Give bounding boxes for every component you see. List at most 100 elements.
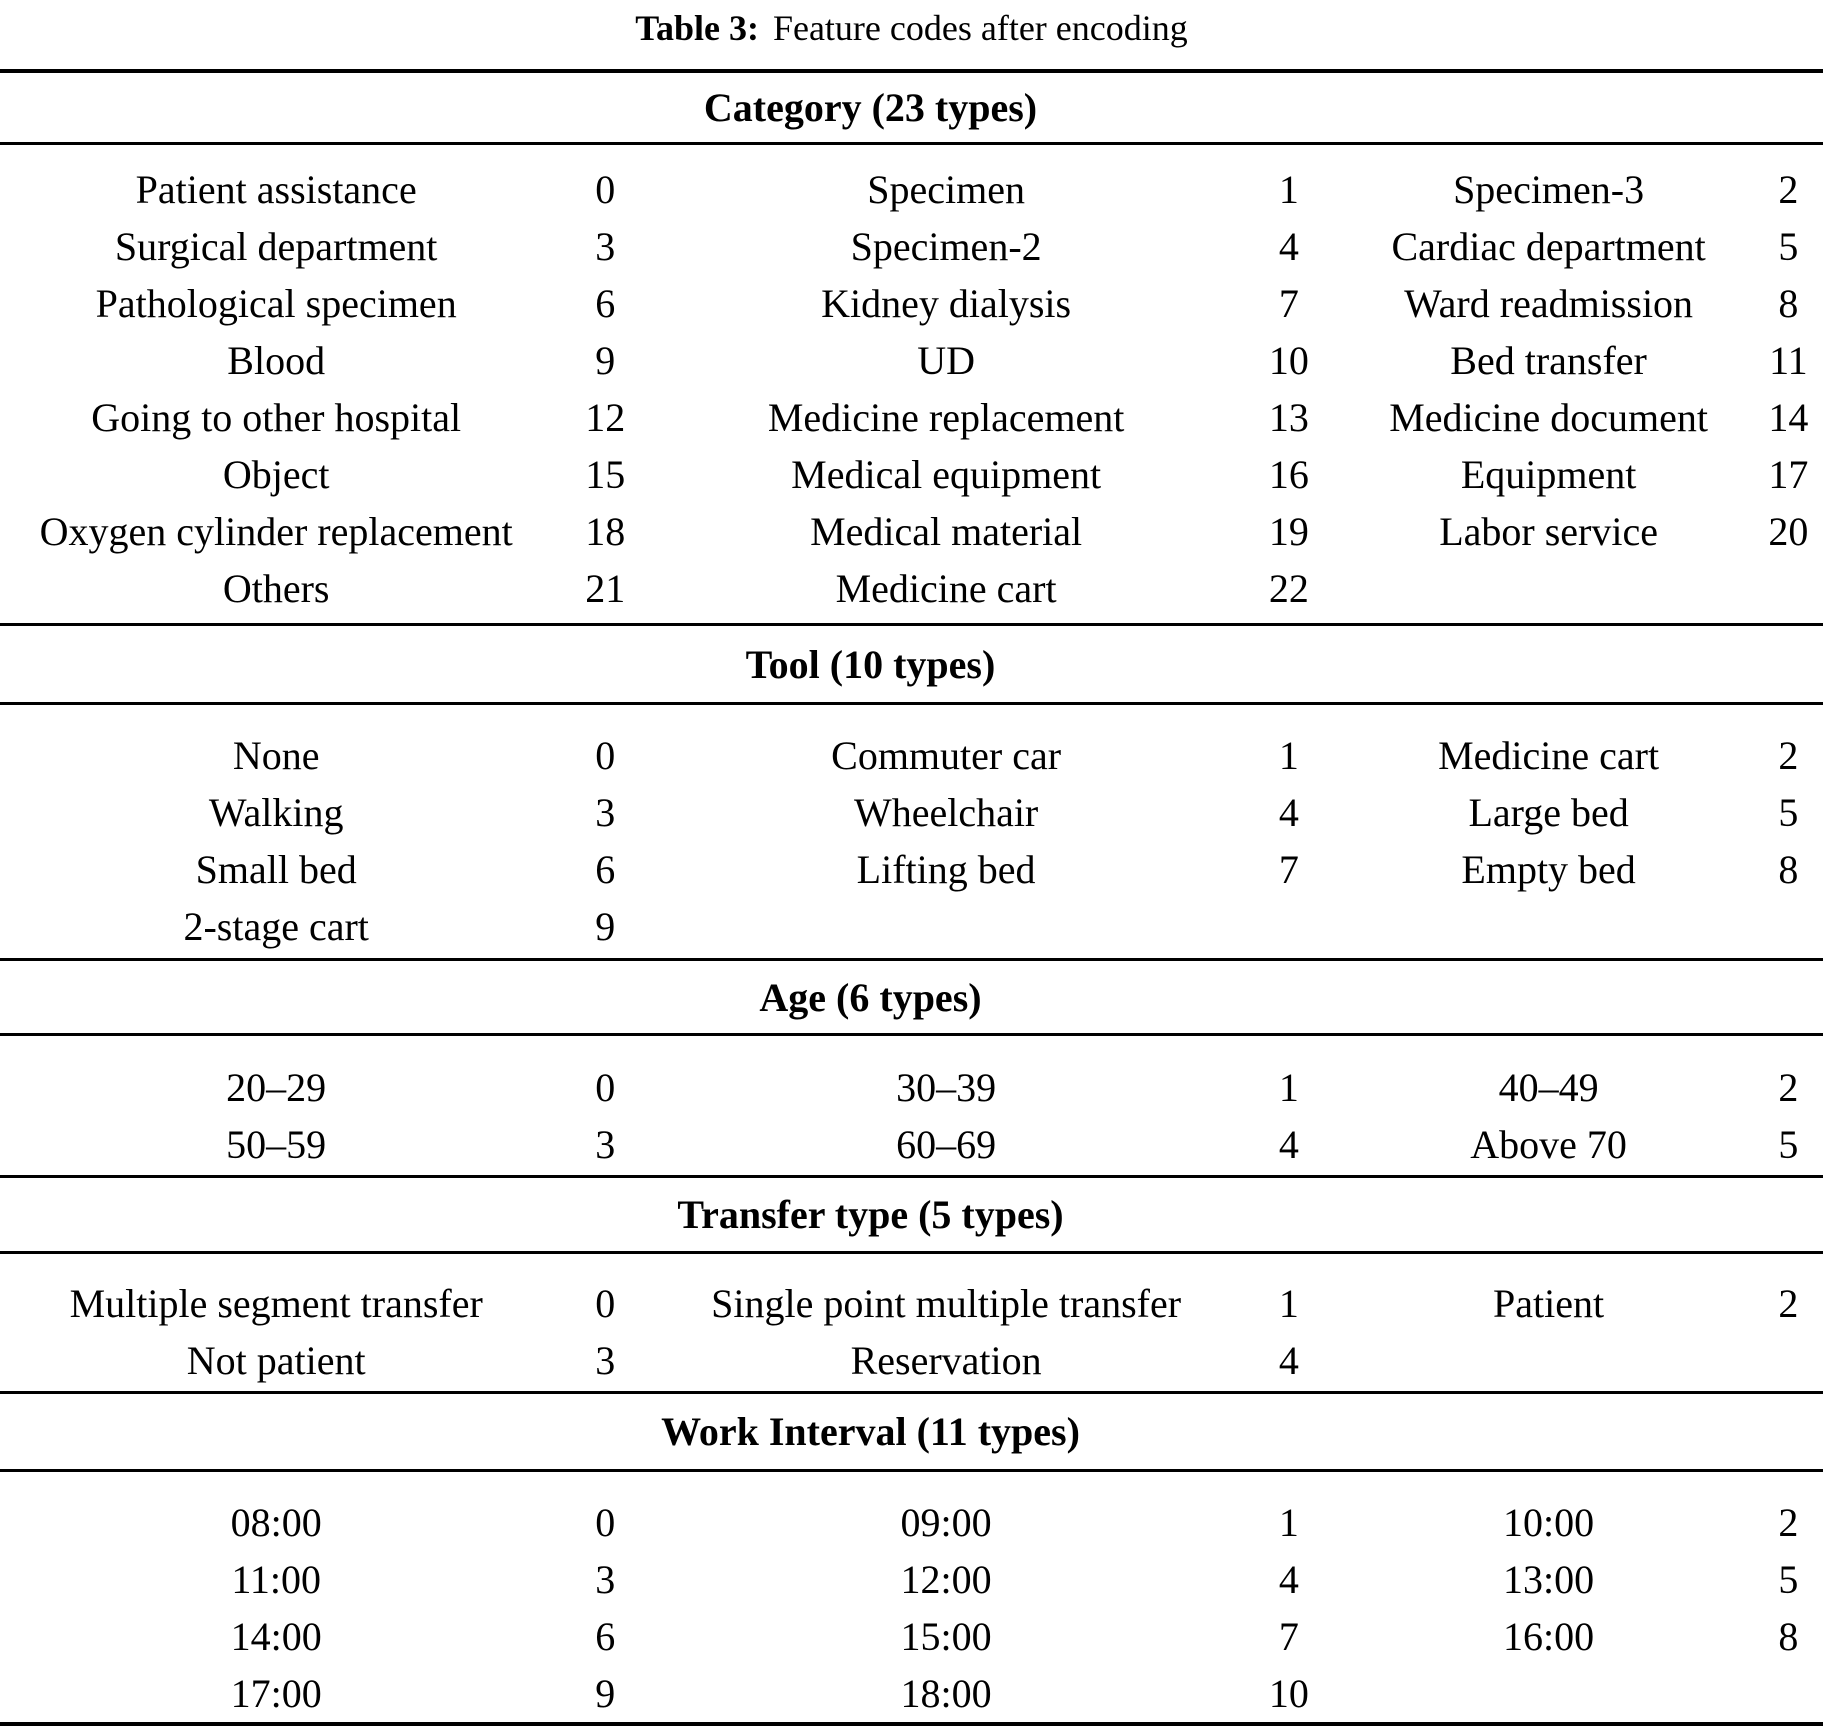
cell-code: 7 [1278, 1614, 1299, 1659]
table-caption-text: Feature codes after encoding [772, 7, 1188, 48]
cell-label: Medicine replacement [767, 395, 1125, 440]
cell-code: 1 [1278, 167, 1299, 212]
cell-label: 40–49 [1498, 1065, 1599, 1110]
cell-label: 12:00 [900, 1557, 992, 1602]
table-bottom-rule [0, 1722, 1823, 1726]
cell-label: Medicine cart [835, 566, 1057, 611]
cell-label: 17:00 [230, 1671, 322, 1716]
cell-code: 7 [1278, 281, 1299, 326]
cell-label: 2-stage cart [183, 904, 369, 949]
cell-label: Medicine document [1389, 395, 1708, 440]
cell-label: Kidney dialysis [821, 281, 1072, 326]
cell-label: 13:00 [1503, 1557, 1595, 1602]
section-header-work-interval: Work Interval (11 types) [0, 1394, 1823, 1469]
cell-code: 4 [1278, 224, 1299, 269]
cell-label: Medical equipment [791, 452, 1102, 497]
cell-code: 9 [595, 1671, 616, 1716]
section-rule [0, 142, 1823, 145]
cell-code: 19 [1268, 509, 1309, 554]
table-row: Small bed 6 Lifting bed 7 Empty bed 8 [0, 841, 1823, 898]
cell-label: Medicine cart [1438, 733, 1660, 778]
cell-code: 9 [595, 338, 616, 383]
table-row: 14:00 6 15:00 7 16:00 8 [0, 1608, 1823, 1665]
table-row: 20–29 0 30–39 1 40–49 2 [0, 1059, 1823, 1116]
cell-code: 5 [1778, 1557, 1799, 1602]
cell-label: Reservation [850, 1338, 1042, 1383]
cell-label: Equipment [1460, 452, 1637, 497]
cell-label: Others [222, 566, 330, 611]
cell-label: Patient assistance [135, 167, 417, 212]
cell-code: 0 [595, 733, 616, 778]
section-header-age: Age (6 types) [0, 961, 1823, 1033]
cell-label: Commuter car [831, 733, 1062, 778]
cell-label: 08:00 [230, 1500, 322, 1545]
section-header-category: Category (23 types) [0, 73, 1823, 142]
cell-label: 16:00 [1503, 1614, 1595, 1659]
cell-code: 20 [1768, 509, 1809, 554]
cell-code: 1 [1278, 1065, 1299, 1110]
cell-label: Wheelchair [853, 790, 1039, 835]
cell-code: 9 [595, 904, 616, 949]
table-row: 17:00 9 18:00 10 [0, 1665, 1823, 1722]
cell-label: Multiple segment transfer [69, 1281, 483, 1326]
cell-label: 15:00 [900, 1614, 992, 1659]
cell-label: 50–59 [226, 1122, 327, 1167]
cell-label: 60–69 [896, 1122, 997, 1167]
cell-code: 4 [1278, 1122, 1299, 1167]
cell-code: 6 [595, 847, 616, 892]
cell-code: 16 [1268, 452, 1309, 497]
cell-code: 0 [595, 1500, 616, 1545]
cell-label: Blood [227, 338, 326, 383]
section-rule [0, 702, 1823, 705]
cell-code: 14 [1768, 395, 1809, 440]
table-row: Others 21 Medicine cart 22 [0, 560, 1823, 617]
cell-code: 5 [1778, 790, 1799, 835]
cell-code: 4 [1278, 1338, 1299, 1383]
cell-label: Not patient [186, 1338, 366, 1383]
table-row: 50–59 3 60–69 4 Above 70 5 [0, 1116, 1823, 1173]
table-caption: Table 3: Feature codes after encoding [0, 0, 1823, 69]
section-rule [0, 1251, 1823, 1254]
table-row: Oxygen cylinder replacement 18 Medical mat… [0, 503, 1823, 560]
section-header-label: Age (6 types) [759, 974, 982, 1020]
table-row: None 0 Commuter car 1 Medicine cart 2 [0, 727, 1823, 784]
cell-code: 21 [585, 566, 626, 611]
cell-label: Patient [1493, 1281, 1605, 1326]
cell-label: Specimen-2 [850, 224, 1042, 269]
cell-label: UD [917, 338, 975, 383]
cell-label: 30–39 [896, 1065, 997, 1110]
cell-label: Cardiac department [1391, 224, 1706, 269]
cell-code: 11 [1769, 338, 1808, 383]
cell-label: Empty bed [1461, 847, 1636, 892]
table-row: Object 15 Medical equipment 16 Equipment 17 [0, 446, 1823, 503]
cell-code: 3 [595, 224, 616, 269]
cell-code: 6 [595, 281, 616, 326]
section-header-label: Work Interval (11 types) [661, 1409, 1080, 1454]
table-row: 2-stage cart 9 [0, 898, 1823, 955]
cell-code: 6 [595, 1614, 616, 1659]
cell-code: 8 [1778, 847, 1799, 892]
cell-code: 1 [1278, 1500, 1299, 1545]
cell-code: 2 [1778, 1500, 1799, 1545]
table-caption-label: Table 3: [635, 7, 759, 48]
section-rule [0, 1175, 1823, 1178]
section-header-label: Category (23 types) [703, 85, 1038, 130]
table-row: Blood 9 UD 10 Bed transfer 11 [0, 332, 1823, 389]
cell-code: 12 [585, 395, 626, 440]
cell-code: 17 [1768, 452, 1809, 497]
cell-label: 09:00 [900, 1500, 992, 1545]
section-rule [0, 1033, 1823, 1036]
cell-code: 8 [1778, 1614, 1799, 1659]
section-header-label: Tool (10 types) [745, 641, 996, 687]
cell-label: 18:00 [900, 1671, 992, 1716]
section-rows-work-interval: 08:00 0 09:00 1 10:00 2 11:00 3 12:00 4 13:00 5 14:0… [0, 1472, 1823, 1722]
cell-code: 15 [585, 452, 626, 497]
cell-label: 20–29 [226, 1065, 327, 1110]
cell-label: Oxygen cylinder replacement [39, 509, 513, 554]
cell-label: Ward readmission [1404, 281, 1694, 326]
cell-label: Large bed [1468, 790, 1629, 835]
table-row: Going to other hospital 12 Medicine replac… [0, 389, 1823, 446]
section-rule [0, 623, 1823, 626]
cell-label: Single point multiple transfer [711, 1281, 1182, 1326]
